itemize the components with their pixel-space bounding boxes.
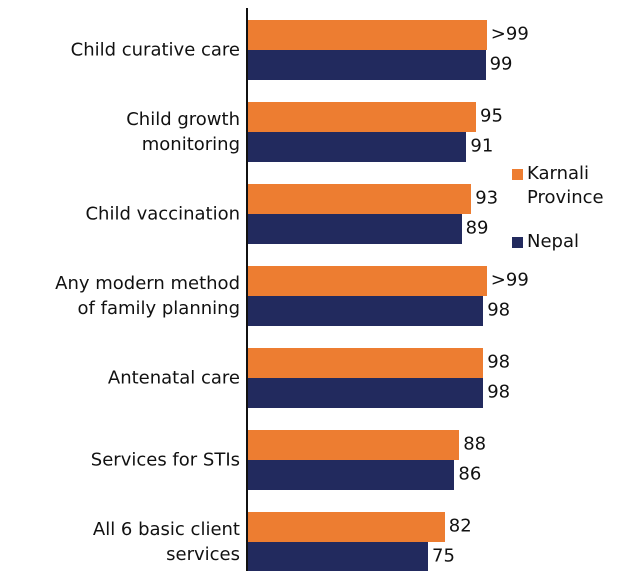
bar — [248, 132, 467, 162]
bar — [248, 50, 486, 80]
legend-swatch — [512, 237, 523, 248]
category-label: Antenatal care — [107, 367, 240, 389]
bar — [248, 542, 428, 571]
value-label: 89 — [465, 217, 489, 239]
legend-label: Karnali Province — [527, 163, 604, 208]
bar — [248, 296, 484, 326]
y-axis-line — [246, 8, 248, 571]
value-label: >99 — [490, 269, 529, 291]
bar — [248, 378, 484, 408]
value-label: 86 — [458, 463, 482, 485]
bar — [248, 266, 487, 296]
bar — [248, 20, 487, 50]
bar — [248, 214, 462, 244]
value-label: 98 — [487, 381, 511, 403]
value-label: 82 — [448, 515, 472, 537]
bar — [248, 430, 460, 460]
value-label: 95 — [480, 105, 503, 127]
legend-label: Nepal — [527, 231, 579, 252]
value-label: 98 — [487, 351, 511, 373]
value-label: 88 — [463, 433, 487, 455]
category-label: Child growth monitoring — [126, 109, 240, 155]
value-label: 75 — [432, 545, 455, 567]
category-label: Any modern method of family planning — [55, 273, 240, 319]
value-label: >99 — [490, 23, 529, 45]
value-label: 99 — [489, 53, 513, 75]
bar — [248, 184, 472, 214]
bar — [248, 512, 445, 542]
value-label: 98 — [487, 299, 511, 321]
legend-swatch — [512, 169, 523, 180]
category-label: All 6 basic client services — [92, 519, 240, 565]
value-label: 91 — [470, 135, 494, 157]
bar — [248, 348, 484, 378]
value-label: 93 — [475, 187, 499, 209]
category-label: Child curative care — [70, 39, 240, 61]
category-label: Child vaccination — [85, 203, 240, 225]
bar — [248, 102, 476, 132]
bar — [248, 460, 455, 490]
category-label: Services for STIs — [90, 449, 240, 471]
